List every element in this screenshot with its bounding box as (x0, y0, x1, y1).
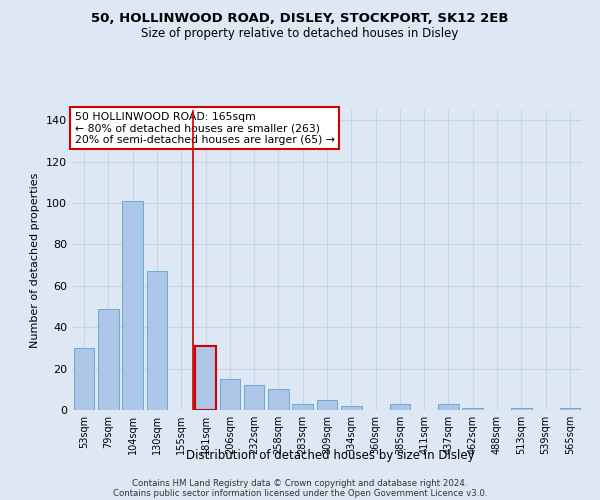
Text: 50, HOLLINWOOD ROAD, DISLEY, STOCKPORT, SK12 2EB: 50, HOLLINWOOD ROAD, DISLEY, STOCKPORT, … (91, 12, 509, 26)
Text: Distribution of detached houses by size in Disley: Distribution of detached houses by size … (185, 448, 475, 462)
Bar (389, 404, 410, 410)
Bar (268, 390, 289, 410)
Text: 50 HOLLINWOOD ROAD: 165sqm
← 80% of detached houses are smaller (263)
20% of sem: 50 HOLLINWOOD ROAD: 165sqm ← 80% of deta… (74, 112, 335, 144)
Bar (220, 379, 240, 410)
Bar (74, 348, 94, 410)
Y-axis label: Number of detached properties: Number of detached properties (31, 172, 40, 348)
Bar (146, 272, 167, 410)
Bar (195, 346, 216, 410)
Bar (317, 400, 337, 410)
Bar (292, 404, 313, 410)
Bar (511, 408, 532, 410)
Text: Size of property relative to detached houses in Disley: Size of property relative to detached ho… (142, 28, 458, 40)
Bar (438, 404, 459, 410)
Bar (463, 408, 483, 410)
Bar (98, 308, 119, 410)
Bar (122, 201, 143, 410)
Bar (341, 406, 362, 410)
Bar (244, 385, 265, 410)
Text: Contains HM Land Registry data © Crown copyright and database right 2024.: Contains HM Land Registry data © Crown c… (132, 478, 468, 488)
Bar (560, 408, 580, 410)
Text: Contains public sector information licensed under the Open Government Licence v3: Contains public sector information licen… (113, 488, 487, 498)
